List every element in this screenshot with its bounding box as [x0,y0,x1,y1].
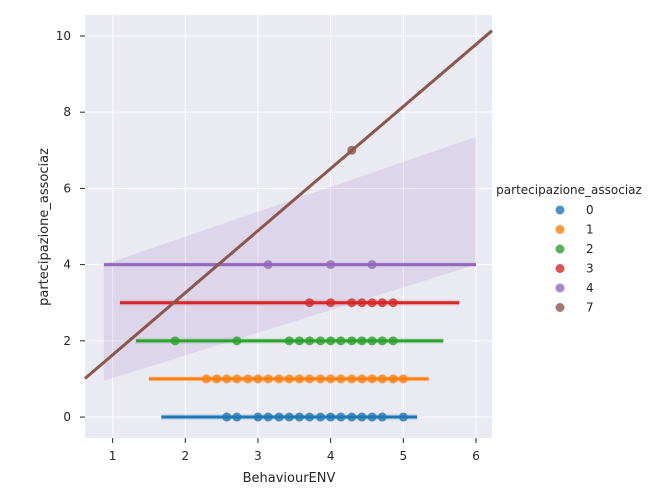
legend-marker-0 [555,205,565,215]
data-point-3 [367,298,377,308]
data-point-2 [294,336,304,346]
legend-marker-7 [555,303,565,312]
data-point-0 [284,412,294,422]
data-point-4 [263,260,273,270]
y-tick-label: 10 [56,29,71,43]
data-point-1 [201,374,211,384]
data-point-3 [326,298,336,308]
legend-entry-2: 2 [586,242,594,256]
data-point-1 [315,374,325,384]
data-point-1 [284,374,294,384]
data-point-0 [398,412,408,422]
data-point-2 [367,336,377,346]
data-point-2 [284,336,294,346]
legend-marker-4 [555,283,565,293]
x-axis-ticks: 1 2 3 4 5 6 [109,438,480,463]
data-point-1 [253,374,263,384]
data-point-2 [357,336,367,346]
y-tick-label: 6 [63,181,71,195]
data-point-1 [263,374,273,384]
legend-entry-7: 7 [586,301,594,315]
data-points [170,145,408,422]
legend-entry-1: 1 [586,223,594,237]
data-point-0 [367,412,377,422]
data-point-7 [347,145,357,155]
data-point-1 [222,374,232,384]
confidence-band-7 [103,136,477,381]
data-point-1 [388,374,398,384]
data-point-2 [377,336,387,346]
y-axis-ticks: 0 2 4 6 8 10 [56,29,85,424]
x-axis-label: BehaviourENV [243,471,336,486]
data-point-0 [326,412,336,422]
data-point-3 [347,298,357,308]
data-point-2 [232,336,242,346]
data-point-1 [326,374,336,384]
data-point-2 [305,336,315,346]
legend-marker-1 [555,225,565,234]
data-point-1 [336,374,346,384]
x-tick-label: 3 [254,449,262,463]
data-point-2 [388,336,398,346]
plot-background [85,15,492,438]
data-point-2 [347,336,357,346]
legend-entry-3: 3 [586,262,594,276]
regression-line-7 [84,29,493,380]
data-point-3 [377,298,387,308]
data-point-2 [326,336,336,346]
data-point-0 [232,412,242,422]
y-tick-label: 4 [63,258,71,272]
data-point-0 [274,412,284,422]
data-point-1 [243,374,253,384]
x-tick-label: 2 [181,449,189,463]
data-point-0 [222,412,232,422]
legend: partecipazione_associaz 0 1 2 3 4 7 [496,183,642,315]
data-point-1 [398,374,408,384]
y-tick-label: 0 [63,410,71,424]
data-point-2 [170,336,180,346]
data-point-0 [294,412,304,422]
data-point-1 [305,374,315,384]
data-point-0 [336,412,346,422]
y-axis-label: partecipazione_associaz [37,148,52,306]
data-point-0 [377,412,387,422]
data-point-1 [377,374,387,384]
data-point-1 [212,374,222,384]
x-tick-label: 6 [472,449,480,463]
data-point-1 [367,374,377,384]
data-point-2 [336,336,346,346]
legend-marker-2 [555,244,565,254]
legend-entry-4: 4 [586,281,594,295]
data-point-1 [294,374,304,384]
data-point-0 [315,412,325,422]
data-point-3 [305,298,315,308]
data-point-0 [357,412,367,422]
x-tick-label: 4 [327,449,335,463]
data-point-3 [388,298,398,308]
data-point-1 [347,374,357,384]
data-point-4 [367,260,377,270]
data-point-0 [263,412,273,422]
legend-title: partecipazione_associaz [496,183,642,197]
data-point-3 [357,298,367,308]
legend-marker-3 [555,264,565,273]
y-tick-label: 2 [63,334,71,348]
data-point-1 [357,374,367,384]
data-point-2 [315,336,325,346]
data-point-0 [253,412,263,422]
legend-entry-0: 0 [586,203,594,217]
x-tick-label: 5 [400,449,408,463]
x-tick-label: 1 [109,449,117,463]
data-point-0 [347,412,357,422]
data-point-1 [232,374,242,384]
data-point-1 [274,374,284,384]
data-point-4 [326,260,336,270]
data-point-0 [305,412,315,422]
y-tick-label: 8 [63,105,71,119]
